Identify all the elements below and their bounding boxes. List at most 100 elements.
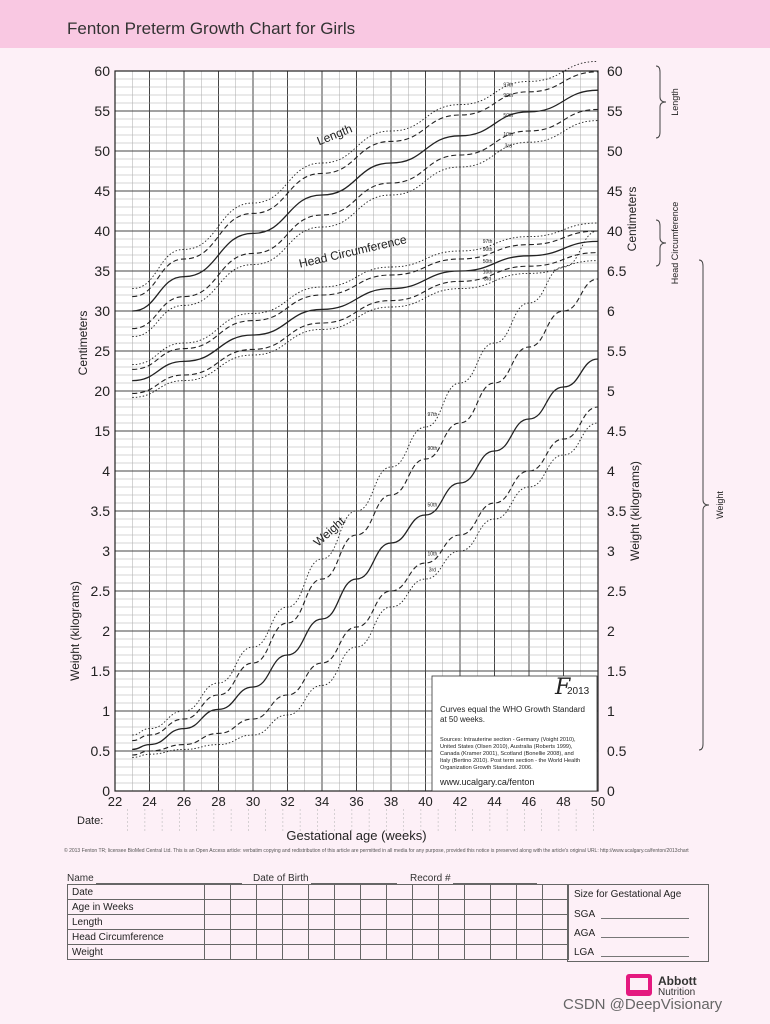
entry-cell[interactable] xyxy=(386,884,413,900)
entry-cell[interactable] xyxy=(256,884,283,900)
entry-cell[interactable] xyxy=(516,944,543,960)
left-kg-tick-label: 0 xyxy=(102,783,110,799)
entry-cell[interactable] xyxy=(360,914,387,930)
percentile-tag: 3rd xyxy=(505,144,512,150)
entry-cell[interactable] xyxy=(412,914,439,930)
right-kg-tick-label: 3.5 xyxy=(607,503,627,519)
entry-cell[interactable] xyxy=(230,884,257,900)
entry-cell[interactable] xyxy=(334,884,361,900)
entry-cell[interactable] xyxy=(256,914,283,930)
entry-cell[interactable] xyxy=(204,944,231,960)
entry-cell[interactable] xyxy=(490,929,517,945)
entry-cell[interactable] xyxy=(308,929,335,945)
dob-field[interactable]: Date of Birth xyxy=(253,873,398,884)
entry-cell[interactable] xyxy=(308,884,335,900)
entry-cell[interactable] xyxy=(308,914,335,930)
entry-cell[interactable] xyxy=(204,884,231,900)
aga-line[interactable] xyxy=(601,929,689,938)
copyright-notice: © 2013 Fenton TR; licensee BioMed Centra… xyxy=(64,848,689,854)
entry-cell[interactable] xyxy=(542,944,569,960)
percentile-curve-90th xyxy=(132,71,599,298)
entry-cell[interactable] xyxy=(256,944,283,960)
entry-cell[interactable] xyxy=(438,944,465,960)
length-bracket xyxy=(655,65,667,139)
entry-cell[interactable] xyxy=(386,944,413,960)
record-field[interactable]: Record # xyxy=(410,873,538,884)
entry-cell[interactable] xyxy=(360,944,387,960)
weight-curves xyxy=(132,230,599,758)
lga-line[interactable] xyxy=(601,948,689,957)
entry-cell[interactable] xyxy=(412,884,439,900)
entry-cell[interactable] xyxy=(438,914,465,930)
entry-cell[interactable] xyxy=(230,914,257,930)
entry-cell[interactable] xyxy=(308,944,335,960)
entry-cell[interactable] xyxy=(516,929,543,945)
entry-cell[interactable] xyxy=(438,884,465,900)
entry-cell[interactable] xyxy=(360,929,387,945)
entry-cell[interactable] xyxy=(282,914,309,930)
sga-line[interactable] xyxy=(601,910,689,919)
right-kg-tick-label: 2 xyxy=(607,623,615,639)
entry-cell[interactable] xyxy=(204,929,231,945)
entry-cell[interactable] xyxy=(256,899,283,915)
entry-cell[interactable] xyxy=(516,899,543,915)
entry-cell[interactable] xyxy=(282,944,309,960)
entry-cell[interactable] xyxy=(282,929,309,945)
entry-cell[interactable] xyxy=(230,929,257,945)
entry-cell[interactable] xyxy=(542,899,569,915)
entry-cell[interactable] xyxy=(282,884,309,900)
entry-cell[interactable] xyxy=(230,899,257,915)
entry-cell[interactable] xyxy=(542,929,569,945)
left-kg-tick-label: 1 xyxy=(102,703,110,719)
entry-cell[interactable] xyxy=(464,884,491,900)
entry-cell[interactable] xyxy=(412,899,439,915)
entry-cell[interactable] xyxy=(490,899,517,915)
entry-cell[interactable] xyxy=(360,884,387,900)
entry-cell[interactable] xyxy=(282,899,309,915)
info-source-line: Sources: Intrauterine section - Germany … xyxy=(440,737,576,743)
left-cm-tick-label: 60 xyxy=(94,63,110,79)
entry-cell[interactable] xyxy=(542,884,569,900)
entry-cell[interactable] xyxy=(464,929,491,945)
entry-cell[interactable] xyxy=(230,944,257,960)
entry-cell[interactable] xyxy=(438,929,465,945)
entry-cell[interactable] xyxy=(308,899,335,915)
entry-cell[interactable] xyxy=(386,929,413,945)
right-kg-tick-label: 5 xyxy=(607,383,615,399)
entry-cell[interactable] xyxy=(334,899,361,915)
right-cm-tick-label: 50 xyxy=(607,143,623,159)
right-cm-tick-label: 45 xyxy=(607,183,623,199)
entry-cell[interactable] xyxy=(204,914,231,930)
entry-cell[interactable] xyxy=(542,914,569,930)
entry-cell[interactable] xyxy=(334,929,361,945)
entry-cell[interactable] xyxy=(490,884,517,900)
x-tick-label: 28 xyxy=(211,794,225,809)
x-tick-label: 24 xyxy=(142,794,156,809)
table-row: Head Circumference xyxy=(67,929,569,945)
entry-cell[interactable] xyxy=(438,899,465,915)
entry-cell[interactable] xyxy=(490,944,517,960)
left-cm-tick-label: 30 xyxy=(94,303,110,319)
entry-cell[interactable] xyxy=(360,899,387,915)
entry-cell[interactable] xyxy=(464,944,491,960)
entry-cell[interactable] xyxy=(412,929,439,945)
entry-cell[interactable] xyxy=(204,899,231,915)
entry-cell[interactable] xyxy=(516,884,543,900)
row-label: Length xyxy=(67,914,205,930)
x-axis-label: Gestational age (weeks) xyxy=(286,828,426,843)
x-tick-label: 46 xyxy=(522,794,536,809)
entry-cell[interactable] xyxy=(464,899,491,915)
entry-cell[interactable] xyxy=(386,899,413,915)
entry-cell[interactable] xyxy=(490,914,517,930)
entry-cell[interactable] xyxy=(412,944,439,960)
entry-cell[interactable] xyxy=(256,929,283,945)
entry-cell[interactable] xyxy=(516,914,543,930)
lga-label: LGA xyxy=(574,947,595,958)
entry-cell[interactable] xyxy=(334,944,361,960)
head-circumference-bracket-label: Head Circumference xyxy=(670,202,680,285)
entry-cell[interactable] xyxy=(464,914,491,930)
right-kg-tick-label: 0 xyxy=(607,783,615,799)
entry-cell[interactable] xyxy=(386,914,413,930)
entry-cell[interactable] xyxy=(334,914,361,930)
name-field[interactable]: Name xyxy=(67,873,243,884)
